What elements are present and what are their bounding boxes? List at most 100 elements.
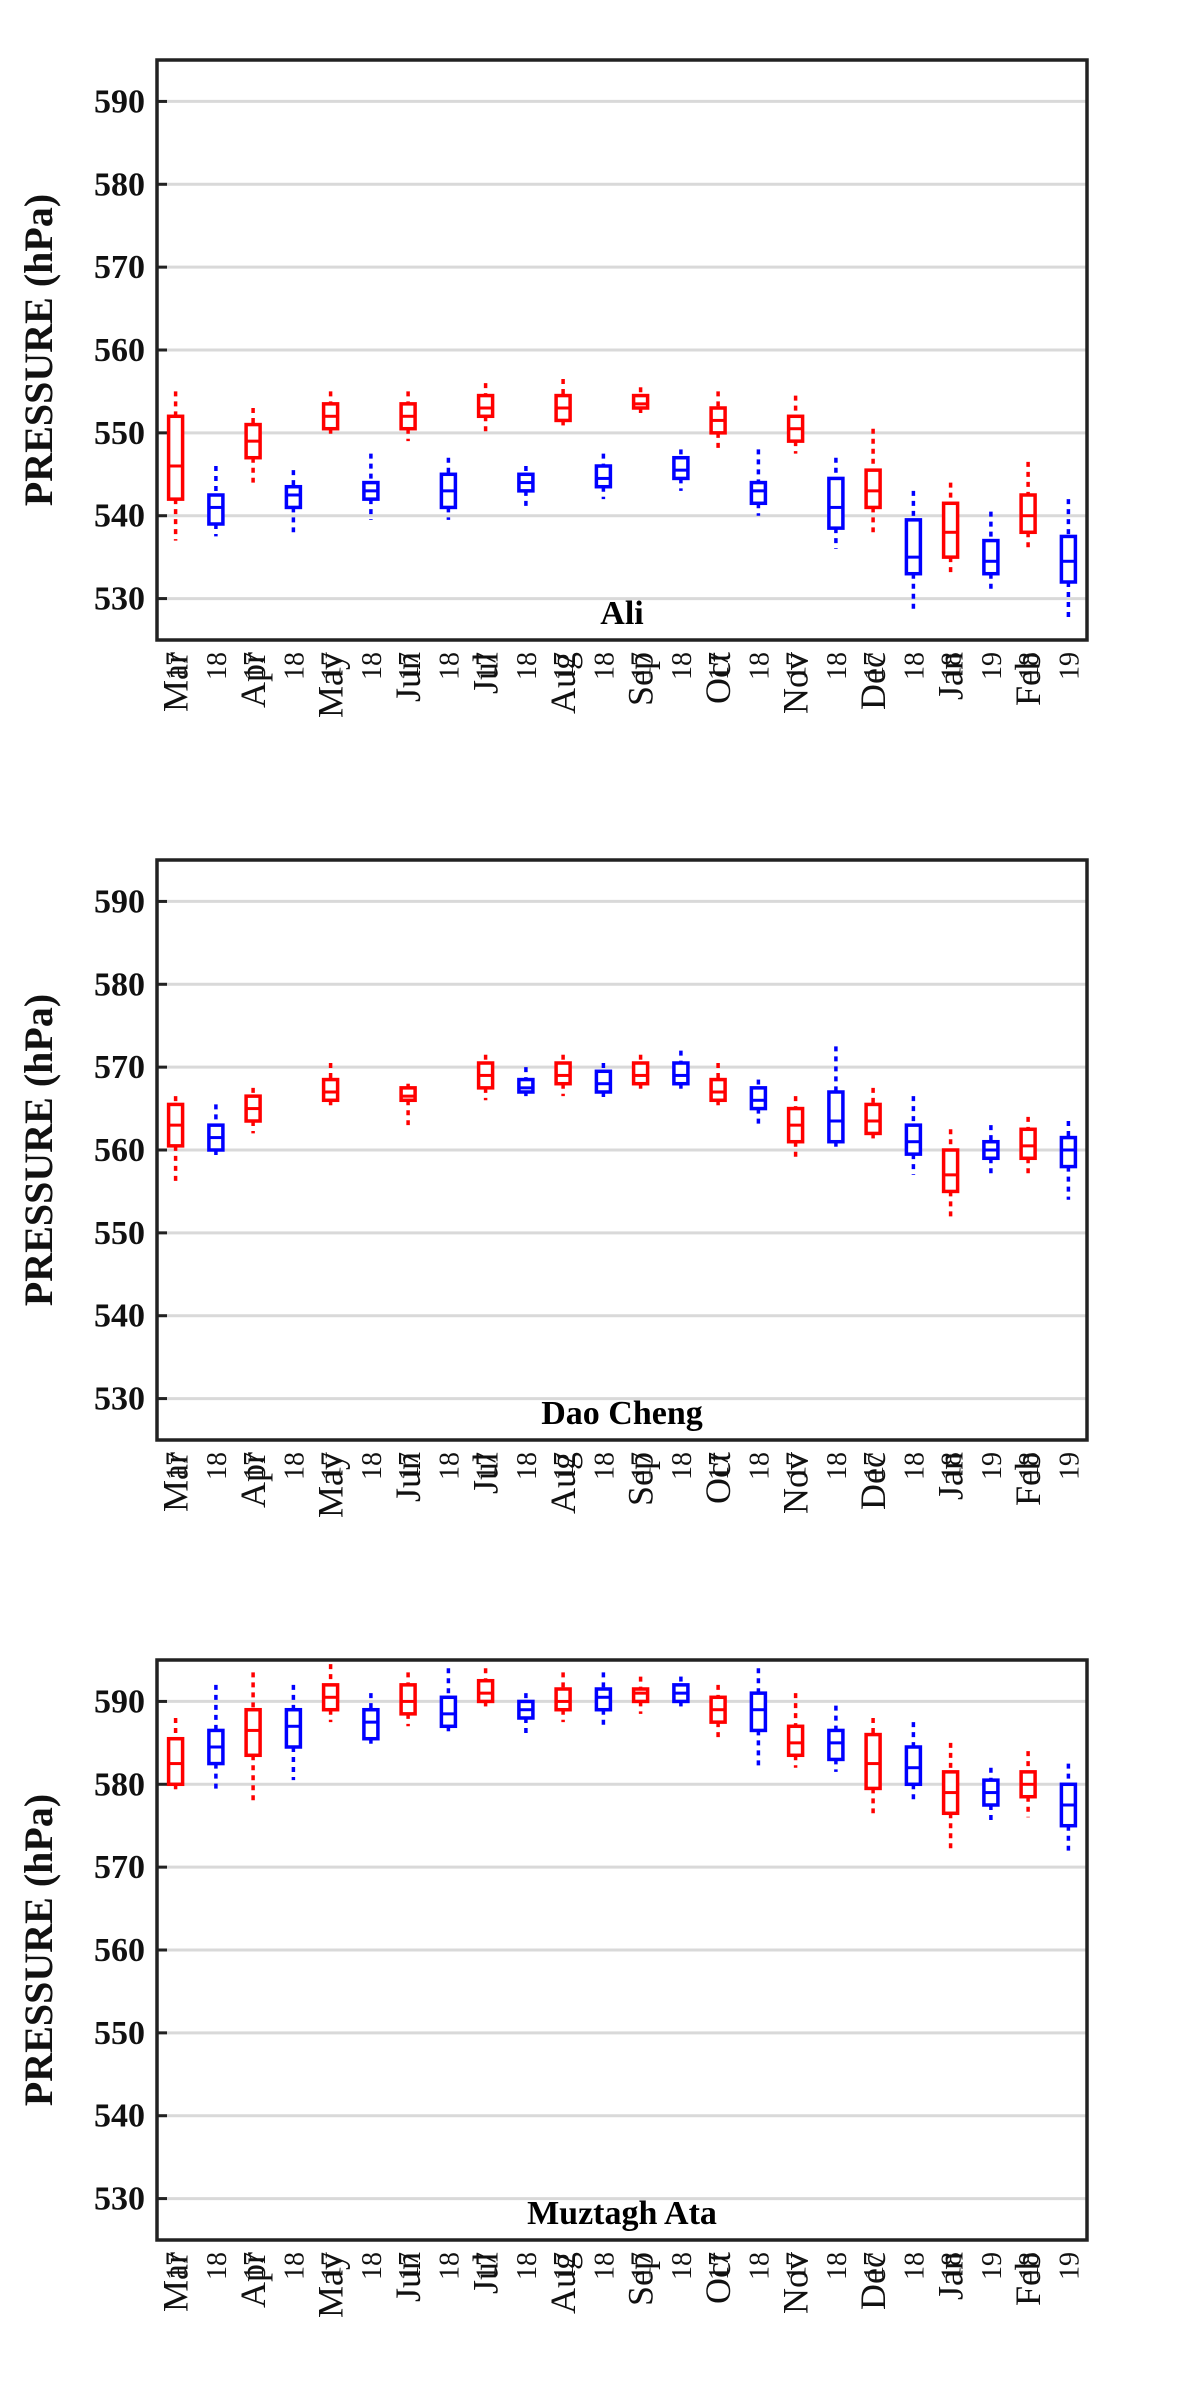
box-mar-red [166, 391, 185, 541]
box-iqr [1059, 534, 1078, 584]
box-iqr [827, 1728, 845, 1762]
x-year-label: 18 [512, 2252, 543, 2280]
box-jun-blue [439, 457, 458, 520]
x-month-label: Nov [776, 652, 816, 714]
box-feb-red [1019, 461, 1037, 549]
box-iqr [631, 1061, 650, 1086]
y-tick-label: 580 [94, 166, 145, 203]
box-iqr [904, 1123, 923, 1156]
plot-frame [155, 858, 1089, 1442]
box-iqr [631, 393, 650, 410]
x-year-label: 17 [549, 1452, 580, 1480]
box-iqr [864, 1102, 882, 1136]
box-aug-red [554, 1672, 572, 1723]
box-may-red [321, 1063, 340, 1109]
x-month-label: Jul [466, 1452, 506, 1494]
box-sep-blue [672, 1676, 690, 1710]
box-iqr [1059, 1135, 1078, 1169]
box-nov-blue [827, 1046, 845, 1150]
y-tick-label: 590 [94, 83, 145, 120]
x-month-label: Sep [621, 1452, 661, 1506]
box-aug-blue [594, 453, 613, 500]
x-year-label: 17 [782, 2252, 813, 2280]
y-tick-label: 560 [94, 1932, 145, 1969]
x-month-label: Aug [543, 2252, 583, 2314]
box-jun-blue [439, 1668, 458, 1735]
y-tick-label: 530 [94, 1381, 145, 1418]
x-year-label: 18 [822, 2252, 853, 2280]
box-iqr [594, 464, 613, 489]
box-mar-red [166, 1718, 185, 1793]
box-jul-red [476, 1054, 495, 1101]
plot-frame [155, 58, 1089, 642]
x-month-label: Jan [931, 652, 971, 700]
y-tick-label: 530 [94, 581, 145, 618]
x-year-label: 18 [744, 2252, 775, 2280]
box-iqr [166, 1736, 185, 1787]
box-feb-blue [1059, 499, 1078, 620]
y-tick-label: 590 [94, 1683, 145, 1720]
box-apr-red [244, 1087, 262, 1134]
box-oct-blue [749, 1079, 768, 1126]
x-year-label: 17 [704, 2252, 735, 2280]
x-year-label: 18 [589, 2252, 620, 2280]
box-apr-blue [284, 1684, 303, 1781]
x-year-label: 17 [239, 652, 270, 680]
x-year-label: 18 [202, 652, 233, 680]
x-year-label: 17 [162, 1452, 193, 1480]
box-iqr [827, 1090, 845, 1144]
y-tick-label: 560 [94, 332, 145, 369]
x-month-label: Mar [156, 1452, 196, 1512]
x-year-label: 18 [667, 1452, 698, 1480]
box-jan-blue [982, 1767, 1000, 1822]
x-year-label: 18 [744, 1452, 775, 1480]
box-jul-blue [517, 466, 535, 508]
box-may-blue [362, 453, 380, 520]
box-jan-red [941, 482, 960, 574]
x-year-label: 19 [1054, 1452, 1085, 1480]
box-iqr [864, 1732, 882, 1791]
box-mar-blue [207, 1104, 225, 1159]
x-year-label: 17 [239, 2252, 270, 2280]
x-year-label: 17 [317, 652, 348, 680]
x-year-label: 18 [357, 1452, 388, 1480]
box-jun-red [399, 391, 417, 442]
x-month-label: May [311, 652, 351, 718]
box-iqr [284, 1707, 303, 1749]
y-tick-label: 570 [94, 249, 145, 286]
box-iqr [321, 1077, 340, 1103]
x-month-label: Jul [466, 652, 506, 694]
box-oct-red [709, 1063, 727, 1109]
x-year-label: 17 [782, 1452, 813, 1480]
x-month-label: Oct [698, 2252, 738, 2304]
x-year-label: 18 [589, 652, 620, 680]
station-label: Dao Cheng [541, 1395, 703, 1432]
box-oct-red [709, 1684, 727, 1739]
x-year-label: 17 [162, 652, 193, 680]
box-iqr [709, 1077, 727, 1103]
box-iqr [904, 518, 923, 576]
box-mar-red [166, 1096, 185, 1184]
box-iqr [554, 1061, 572, 1086]
box-dec-red [864, 428, 882, 533]
box-nov-blue [827, 457, 845, 549]
x-year-label: 18 [279, 2252, 310, 2280]
x-year-label: 19 [1054, 2252, 1085, 2280]
box-feb-red [1019, 1751, 1037, 1818]
box-mar-blue [207, 466, 225, 537]
x-year-label: 18 [822, 652, 853, 680]
x-month-label: Oct [698, 1452, 738, 1504]
panel-3: 530 540 550 560 570 580 590 PRESSURE (hPa) Muzta… [16, 1658, 1089, 2318]
panel-2: 530 540 550 560 570 580 590 PRESSURE (hPa) Dao C… [16, 858, 1089, 1518]
box-jan-blue [982, 1125, 1000, 1175]
y-tick-label: 540 [94, 2098, 145, 2135]
box-apr-red [244, 408, 262, 483]
box-jul-red [476, 1668, 495, 1710]
box-iqr [904, 1745, 923, 1787]
y-axis-label: PRESSURE (hPa) [16, 194, 61, 506]
x-month-label: May [311, 2252, 351, 2318]
x-year-label: 18 [667, 652, 698, 680]
y-tick-label: 580 [94, 1766, 145, 1803]
box-sep-red [631, 387, 650, 417]
